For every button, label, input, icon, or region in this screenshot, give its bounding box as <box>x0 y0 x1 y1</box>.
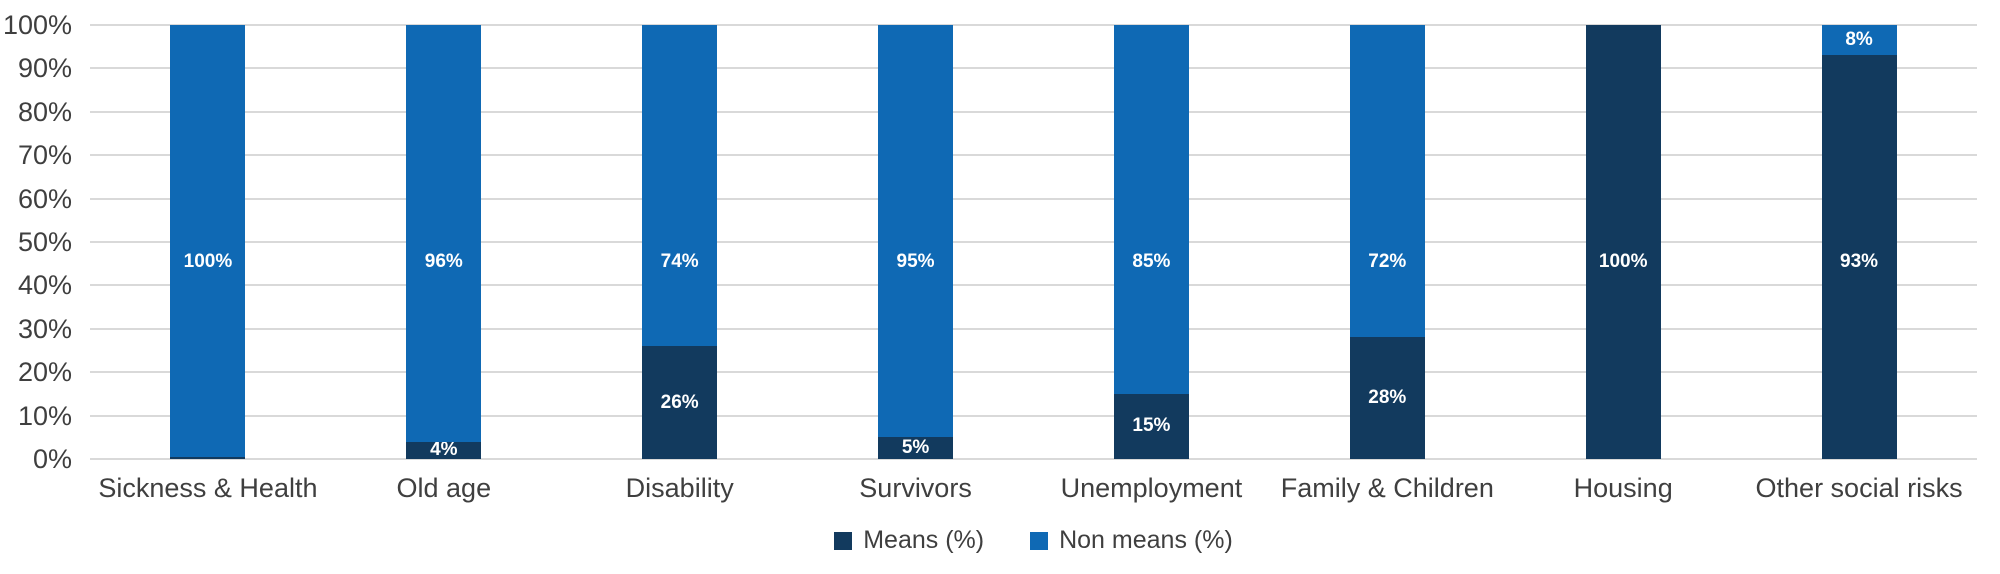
bar-segment-means <box>1113 393 1189 459</box>
gridline <box>90 284 1977 287</box>
gridline <box>90 110 1977 113</box>
bar-segment-non-means <box>170 25 246 457</box>
bar-segment-non-means <box>1113 25 1189 394</box>
bar-segment-non-means <box>406 25 482 442</box>
bar-data-label: 26% <box>660 391 699 413</box>
x-axis-category-label: Disability <box>625 473 734 503</box>
bar-data-label: 4% <box>430 439 458 461</box>
x-axis-category-label: Housing <box>1573 473 1673 503</box>
bar-segment-means <box>170 456 246 459</box>
y-axis-tick-label: 10% <box>17 400 72 431</box>
bar-data-label: 74% <box>660 250 699 272</box>
gridline <box>90 154 1977 157</box>
bar-data-label: 5% <box>901 437 930 459</box>
gridline <box>90 24 1977 26</box>
gridline <box>90 67 1977 70</box>
bar-segment-means <box>878 437 954 459</box>
gridline <box>90 197 1977 200</box>
y-axis-tick-label: 100% <box>2 10 72 40</box>
x-axis-category-label: Survivors <box>859 473 972 503</box>
x-axis-category-label: Other social risks <box>1755 473 1963 503</box>
y-axis-tick-label: 0% <box>32 444 72 474</box>
bar-segment-means <box>1821 55 1897 459</box>
legend-item-means: Means (%) <box>834 526 984 555</box>
x-axis-category-label: Family & Children <box>1280 473 1494 503</box>
bar-data-label: 8% <box>1845 29 1873 51</box>
gridline <box>90 327 1977 330</box>
y-axis-tick-label: 70% <box>17 140 72 171</box>
y-axis-tick-label: 50% <box>17 227 72 257</box>
y-axis-tick-label: 90% <box>17 53 72 84</box>
bar-segment-non-means <box>642 25 718 347</box>
bar-segment-non-means <box>1349 25 1425 338</box>
gridline <box>90 458 1977 460</box>
bar-data-label: 100% <box>1598 250 1648 272</box>
legend-item-non-means: Non means (%) <box>1030 526 1233 555</box>
y-axis-tick-label: 40% <box>17 270 72 301</box>
y-axis-tick-label: 60% <box>17 183 72 214</box>
legend-label-non-means: Non means (%) <box>1059 526 1233 554</box>
y-axis-tick-label: 80% <box>17 96 72 127</box>
gridline <box>90 414 1977 417</box>
bar-data-label: 85% <box>1132 250 1171 272</box>
gridline <box>90 371 1977 374</box>
bar-segment-means <box>1349 337 1425 459</box>
legend-label-means: Means (%) <box>863 526 985 554</box>
legend-swatch-means <box>834 531 853 550</box>
bar-data-label: 93% <box>1840 250 1879 272</box>
bar-data-label: 28% <box>1368 387 1407 409</box>
bar-segment-means <box>642 346 718 459</box>
bar-data-label: 96% <box>424 250 463 272</box>
bar-segment-means <box>406 441 482 459</box>
y-axis-tick-label: 20% <box>17 357 72 388</box>
bar-data-label: 72% <box>1368 250 1407 272</box>
x-axis-category-label: Unemployment <box>1060 473 1243 503</box>
bar-segment-means <box>1585 25 1661 459</box>
x-axis-category-label: Old age <box>396 473 492 503</box>
bar-segment-non-means <box>878 25 954 438</box>
bar-data-label: 95% <box>896 250 935 272</box>
bar-data-label: 100% <box>183 250 233 272</box>
plot-area: 100% 4% 96% 26% 74% 5% 95% 15% 85% 28% 72% 100% 93% 8… <box>90 24 1977 461</box>
bar-data-label: 15% <box>1132 415 1171 437</box>
bar-segment-non-means <box>1821 25 1897 56</box>
legend: Means (%) Non means (%) <box>90 526 1977 555</box>
gridline <box>90 241 1977 243</box>
x-axis-category-label: Sickness & Health <box>98 473 318 503</box>
legend-swatch-non-means <box>1030 531 1049 550</box>
y-axis-tick-label: 30% <box>17 313 72 344</box>
